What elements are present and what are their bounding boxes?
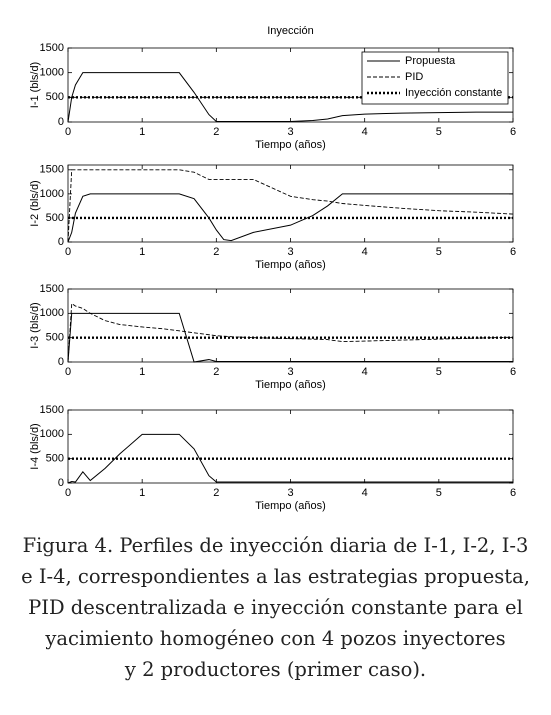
y-tick-label: 500 [46, 212, 64, 224]
x-tick-label: 2 [213, 487, 219, 499]
plot-area [67, 288, 514, 363]
y-tick-label: 1500 [40, 42, 64, 54]
x-axis-label: Tiempo (años) [255, 139, 326, 151]
series-line [67, 193, 513, 243]
y-tick-label: 1500 [40, 283, 64, 295]
x-tick-label: 5 [436, 126, 442, 138]
x-axis-label: Tiempo (años) [255, 259, 326, 271]
x-axis-label: Tiempo (años) [255, 500, 326, 512]
y-tick-label: 0 [58, 236, 64, 248]
x-tick-label: 3 [287, 366, 293, 378]
y-tick-label: 1000 [40, 188, 64, 200]
y-axis-label: I-4 (bls/d) [29, 423, 41, 469]
series-line [67, 72, 513, 123]
x-tick-label: 3 [287, 487, 293, 499]
x-tick-label: 6 [510, 246, 516, 258]
y-tick-label: 1000 [40, 67, 64, 79]
caption-line: e I-4, correspondientes a las estrategia… [21, 565, 530, 588]
x-tick-label: 1 [139, 487, 145, 499]
y-tick-label: 1500 [40, 404, 64, 416]
legend-label: PID [405, 71, 423, 83]
x-axis-label: Tiempo (años) [255, 379, 326, 391]
y-tick-label: 500 [46, 91, 64, 103]
y-tick-label: 500 [46, 332, 64, 344]
series-line [67, 302, 514, 363]
caption-line: yacimiento homogéneo con 4 pozos inyecto… [45, 627, 506, 650]
x-tick-label: 4 [362, 366, 368, 378]
series-line [67, 169, 514, 243]
x-tick-label: 6 [510, 366, 516, 378]
y-tick-label: 1500 [40, 164, 64, 176]
y-tick-label: 1000 [40, 428, 64, 440]
x-tick-label: 5 [436, 246, 442, 258]
x-tick-label: 1 [139, 366, 145, 378]
x-tick-label: 0 [65, 487, 71, 499]
chart-title: Inyección [267, 25, 313, 37]
y-tick-label: 0 [58, 356, 64, 368]
x-tick-label: 2 [213, 246, 219, 258]
x-tick-label: 6 [510, 126, 516, 138]
x-tick-label: 5 [436, 366, 442, 378]
plot-area [67, 409, 514, 484]
x-tick-label: 5 [436, 487, 442, 499]
y-tick-label: 500 [46, 453, 64, 465]
x-tick-label: 2 [213, 366, 219, 378]
plot-area [67, 164, 514, 243]
x-tick-label: 1 [139, 126, 145, 138]
y-axis-label: I-3 (bls/d) [29, 302, 41, 348]
y-tick-label: 1000 [40, 307, 64, 319]
x-tick-label: 3 [287, 246, 293, 258]
y-axis-label: I-1 (bls/d) [29, 62, 41, 108]
x-tick-label: 4 [362, 246, 368, 258]
y-tick-label: 0 [58, 477, 64, 489]
y-tick-label: 0 [58, 116, 64, 128]
caption-line: y 2 productores (primer caso). [124, 658, 427, 681]
x-tick-label: 3 [287, 126, 293, 138]
x-tick-label: 0 [65, 246, 71, 258]
caption-line: Figura 4. Perfiles de inyección diaria d… [22, 534, 529, 557]
caption: Figura 4. Perfiles de inyección diaria d… [0, 530, 551, 685]
x-tick-label: 0 [65, 366, 71, 378]
x-tick-label: 2 [213, 126, 219, 138]
x-tick-label: 0 [65, 126, 71, 138]
x-tick-label: 4 [362, 126, 368, 138]
legend-label: Propuesta [405, 55, 456, 67]
x-tick-label: 4 [362, 487, 368, 499]
legend-label: Inyección constante [405, 87, 502, 99]
x-tick-label: 1 [139, 246, 145, 258]
y-axis-label: I-2 (bls/d) [29, 180, 41, 226]
series-line [67, 433, 513, 484]
caption-line: PID descentralizada e inyección constant… [28, 596, 523, 619]
x-tick-label: 6 [510, 487, 516, 499]
